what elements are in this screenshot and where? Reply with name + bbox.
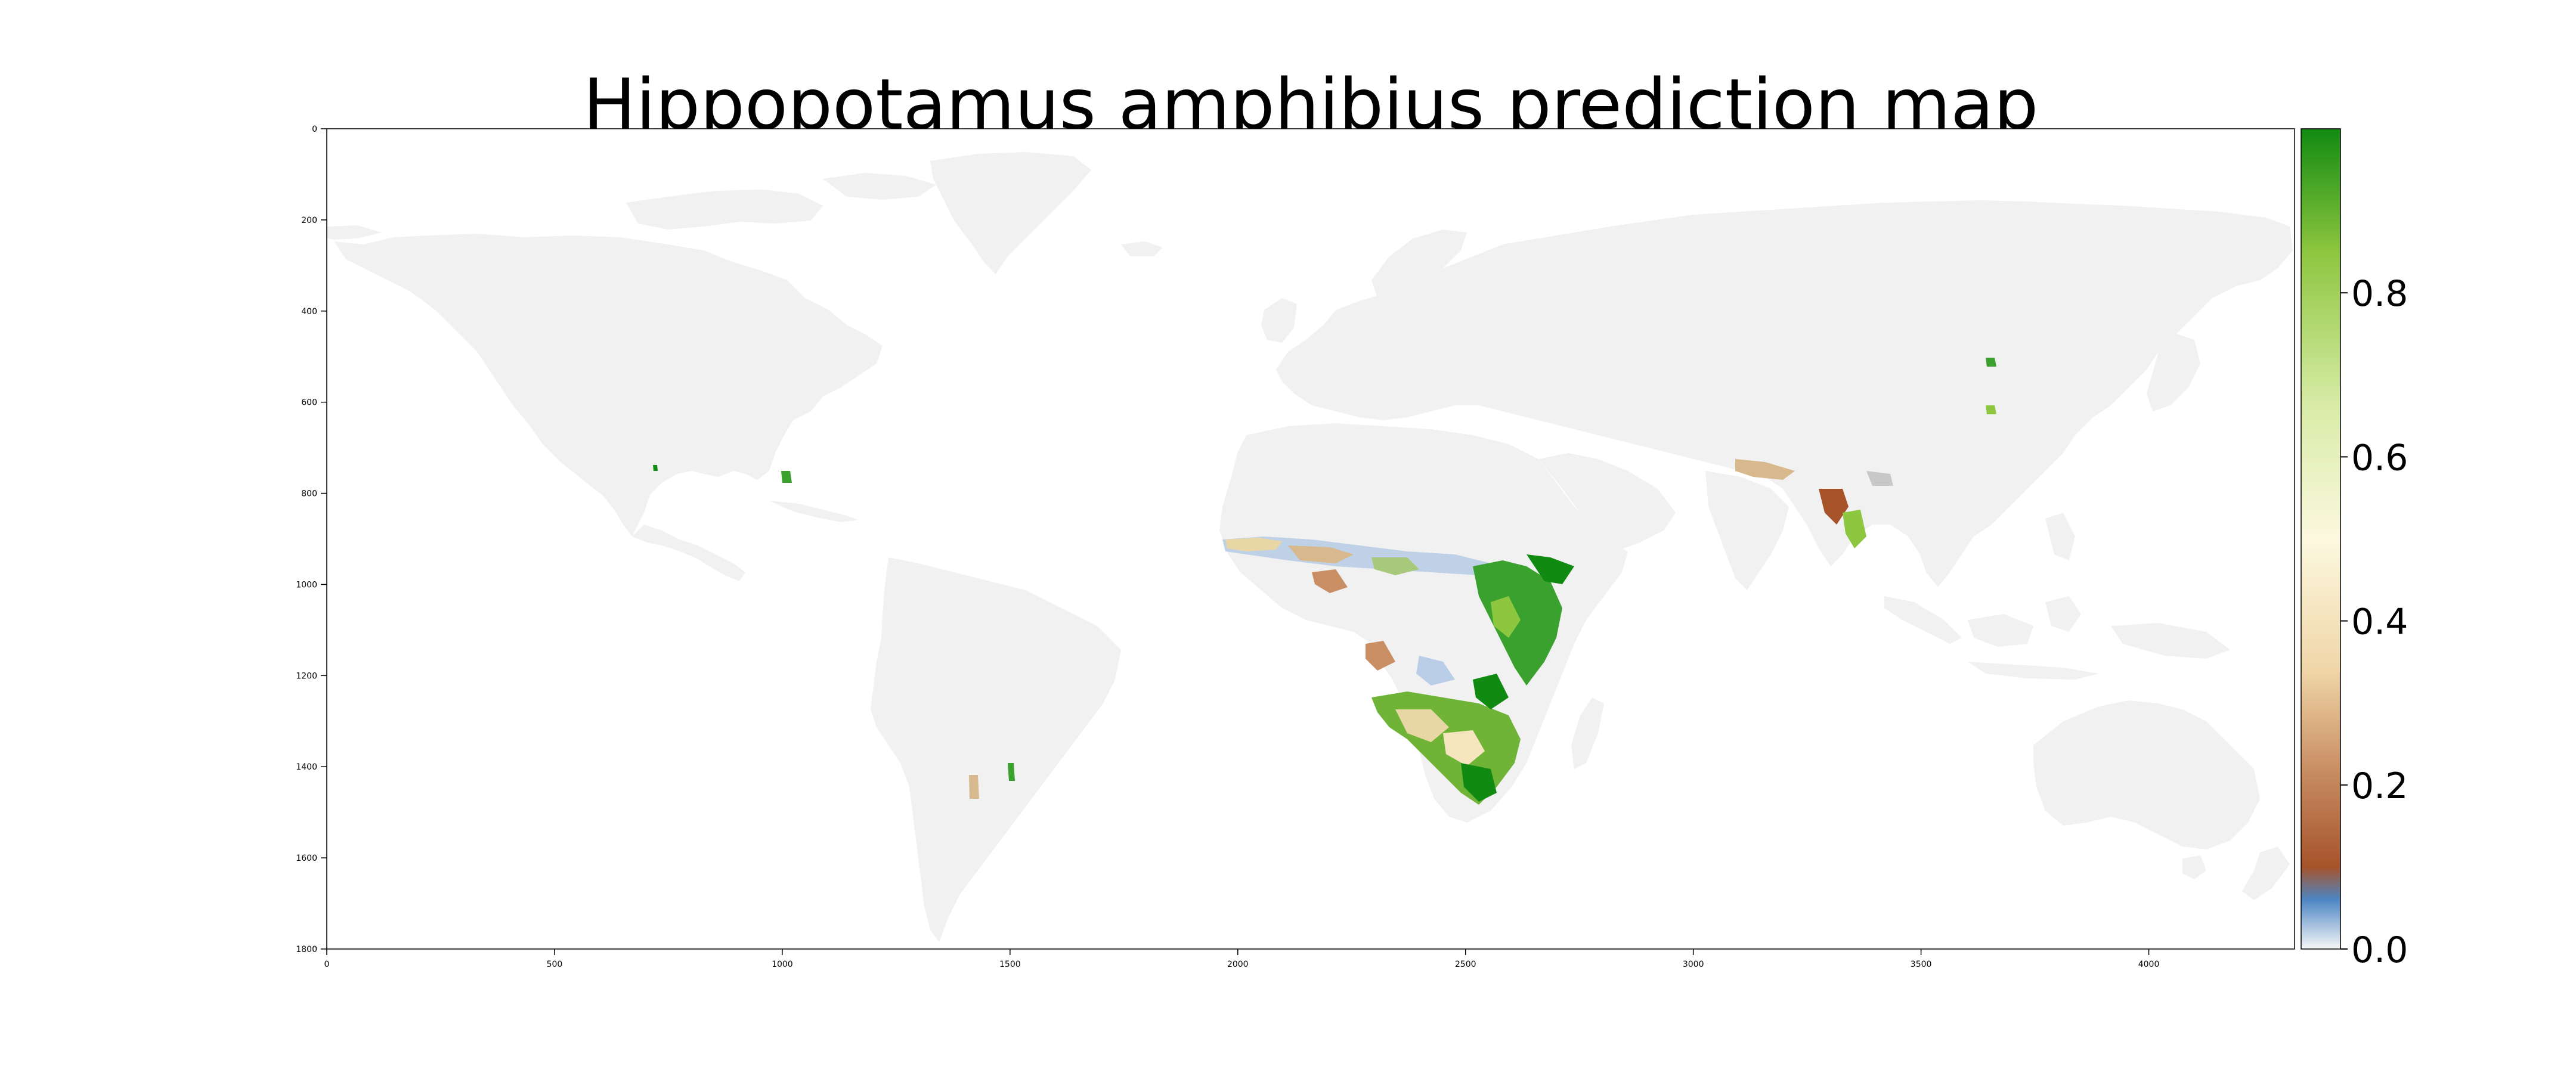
landmass-madagascar [1571, 697, 1604, 769]
colorbar: 0.0 0.2 0.4 0.6 0.8 [2301, 128, 2408, 971]
y-tick-label: 600 [301, 398, 317, 408]
y-tick-label: 1000 [296, 580, 317, 590]
x-tick-label: 1000 [772, 960, 793, 969]
y-tick-label: 400 [301, 307, 317, 317]
x-tick-label: 500 [547, 960, 563, 969]
landmass-africa [1219, 423, 1628, 823]
y-tick-label: 0 [312, 125, 317, 134]
colorbar-tick-label: 0.4 [2351, 601, 2408, 643]
landmass-japan [2147, 334, 2200, 411]
landmass-north-america [334, 234, 883, 536]
landmass-arabia [1538, 453, 1676, 551]
landmass-india [1705, 471, 1789, 590]
landmass-arctic-islands [626, 190, 823, 230]
landmass-scandinavia [1371, 230, 1467, 310]
colorbar-tick-label: 0.0 [2351, 929, 2408, 971]
colorbar-ticks: 0.0 0.2 0.4 0.6 0.8 [2340, 273, 2408, 971]
landmass-caribbean [769, 501, 859, 522]
x-tick-label: 2000 [1227, 960, 1249, 969]
y-tick-label: 1800 [296, 945, 317, 954]
y-tick-label: 1200 [296, 671, 317, 681]
x-tick-label: 1500 [999, 960, 1021, 969]
prediction-hotspots [653, 358, 1996, 805]
landmass-indonesia [1884, 596, 1962, 644]
x-tick-label: 3500 [1911, 960, 1932, 969]
x-tick-label: 0 [324, 960, 330, 969]
x-tick-label: 4000 [2138, 960, 2160, 969]
x-axis: 0 500 1000 1500 2000 2500 3000 3500 4000 [324, 949, 2160, 969]
landmass-eurasia [1276, 200, 2293, 587]
y-tick-label: 200 [301, 216, 317, 225]
colorbar-tick-label: 0.8 [2351, 273, 2408, 315]
map-frame [326, 128, 2295, 950]
x-tick-label: 3000 [1683, 960, 1704, 969]
landmass-new-zealand [2242, 846, 2290, 900]
colorbar-gradient [2301, 128, 2341, 950]
landmass-greenland [930, 152, 1091, 274]
landmass-south-america [871, 557, 1121, 942]
y-axis: 0 200 400 600 800 1000 1200 1400 1600 1800 [296, 125, 327, 954]
land-masses [327, 152, 2293, 942]
landmass-australia [2033, 700, 2260, 849]
y-tick-label: 1600 [296, 854, 317, 863]
colorbar-tick-label: 0.6 [2351, 437, 2408, 479]
landmass-central-america [632, 525, 745, 581]
x-tick-label: 2500 [1455, 960, 1476, 969]
map-plot-area [327, 129, 2295, 949]
colorbar-tick-label: 0.2 [2351, 765, 2408, 807]
y-tick-label: 1400 [296, 762, 317, 772]
landmass-british-isles [1261, 298, 1297, 343]
y-tick-label: 800 [301, 489, 317, 499]
